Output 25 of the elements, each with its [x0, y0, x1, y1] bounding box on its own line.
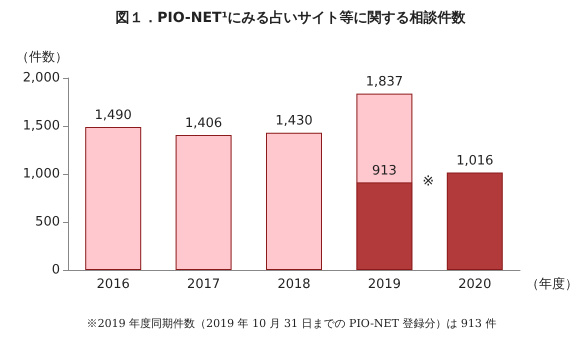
- x-axis-title: （年度）: [526, 276, 578, 292]
- y-axis-title: （件数）: [16, 50, 68, 65]
- y-tick-label: 1,000: [22, 166, 60, 182]
- data-label: 1,490: [94, 108, 132, 123]
- y-tick-label: 0: [52, 262, 60, 278]
- bar: [266, 132, 322, 270]
- data-label: 913: [372, 163, 397, 178]
- bar: [446, 172, 503, 270]
- data-label: 1,837: [366, 74, 404, 90]
- y-tick-label: 500: [35, 214, 60, 230]
- x-tick-label: 2020: [458, 277, 492, 292]
- x-tick-label: 2018: [277, 277, 311, 292]
- x-tick-label: 2019: [368, 277, 401, 292]
- text: ※2019 年度同期件数（2019 年 10 月 31 日までの PIO-NET 登録分）は 913 件: [86, 317, 496, 330]
- y-tick-label: 2,000: [22, 70, 60, 86]
- data-label: 1,016: [456, 153, 494, 168]
- annotation: ※: [422, 173, 434, 190]
- x-tick-label: 2016: [96, 277, 130, 292]
- y-tick-label: 1,500: [22, 118, 60, 134]
- bar: [85, 126, 142, 270]
- data-label: 1,430: [275, 114, 313, 129]
- bar: [176, 135, 232, 270]
- chart-title: 図１．PIO-NET¹にみる占いサイト等に関する相談件数: [115, 9, 467, 26]
- x-tick-label: 2017: [187, 277, 220, 292]
- data-label: 1,406: [184, 116, 222, 132]
